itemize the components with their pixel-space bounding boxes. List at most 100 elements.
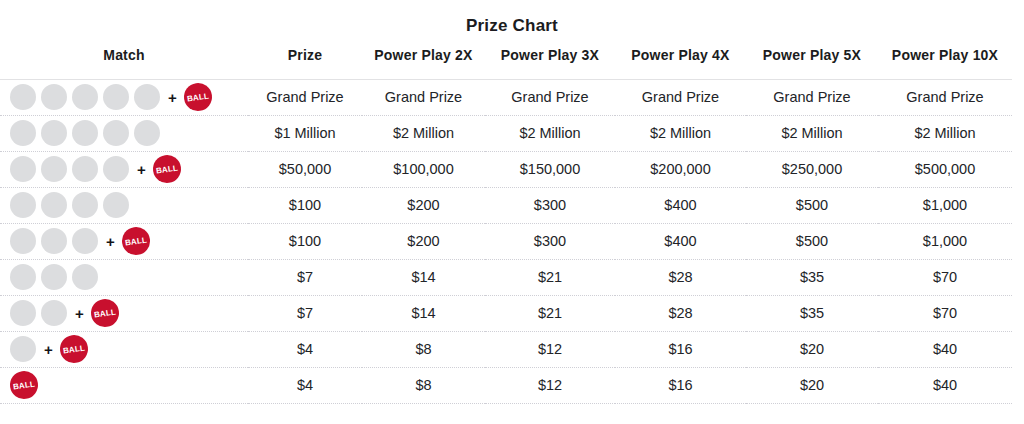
prize-cell: Grand Prize <box>362 79 485 115</box>
prize-cell: $400 <box>615 187 746 223</box>
white-ball-icon <box>72 120 98 146</box>
prize-cell: $20 <box>746 367 878 403</box>
prize-cell: $8 <box>362 331 485 367</box>
column-header-power-play-4x: Power Play 4X <box>615 36 746 79</box>
prize-cell: $4 <box>248 331 362 367</box>
prize-cell: $35 <box>746 295 878 331</box>
prize-table-wrap: MatchPrizePower Play 2XPower Play 3XPowe… <box>0 36 1024 404</box>
prize-cell: $50,000 <box>248 151 362 187</box>
prize-cell: $300 <box>485 223 615 259</box>
prize-cell: $7 <box>248 259 362 295</box>
match-cell <box>0 115 248 151</box>
prize-cell: $14 <box>362 259 485 295</box>
table-row: $1 Million$2 Million$2 Million$2 Million… <box>0 115 1012 151</box>
prize-cell: $500,000 <box>878 151 1012 187</box>
white-ball-icon <box>103 120 129 146</box>
white-ball-icon <box>72 84 98 110</box>
white-ball-icon <box>103 156 129 182</box>
prize-cell: $12 <box>485 367 615 403</box>
prize-cell: $70 <box>878 295 1012 331</box>
white-ball-icon <box>10 300 36 326</box>
match-ball-group <box>10 117 247 150</box>
table-row: +BALL$50,000$100,000$150,000$200,000$250… <box>0 151 1012 187</box>
prize-cell: $500 <box>746 223 878 259</box>
prize-cell: Grand Prize <box>248 79 362 115</box>
prize-cell: $200 <box>362 223 485 259</box>
match-cell: +BALL <box>0 295 248 331</box>
prize-cell: $35 <box>746 259 878 295</box>
white-ball-icon <box>41 84 67 110</box>
prize-cell: $400 <box>615 223 746 259</box>
prize-cell: Grand Prize <box>746 79 878 115</box>
plus-sign: + <box>137 161 146 178</box>
white-ball-icon <box>134 120 160 146</box>
white-ball-icon <box>10 228 36 254</box>
match-cell: BALL <box>0 367 248 403</box>
column-header-prize: Prize <box>248 36 362 79</box>
table-row: +BALL$100$200$300$400$500$1,000 <box>0 223 1012 259</box>
white-ball-icon <box>10 192 36 218</box>
column-header-power-play-5x: Power Play 5X <box>746 36 878 79</box>
prize-cell: $20 <box>746 331 878 367</box>
match-ball-group: BALL <box>10 369 247 402</box>
table-row: +BALLGrand PrizeGrand PrizeGrand PrizeGr… <box>0 79 1012 115</box>
prize-cell: $40 <box>878 331 1012 367</box>
white-ball-icon <box>10 120 36 146</box>
match-cell <box>0 259 248 295</box>
white-ball-icon <box>41 228 67 254</box>
match-cell: + BALL <box>0 151 248 187</box>
prize-cell: $21 <box>485 295 615 331</box>
prize-cell: Grand Prize <box>485 79 615 115</box>
table-row: BALL$4$8$12$16$20$40 <box>0 367 1012 403</box>
prize-cell: $14 <box>362 295 485 331</box>
table-row: +BALL$7$14$21$28$35$70 <box>0 295 1012 331</box>
powerball-icon: BALL <box>182 81 214 113</box>
white-ball-icon <box>10 84 36 110</box>
prize-chart-section: Prize Chart MatchPrizePower Play 2XPower… <box>0 15 1024 424</box>
prize-cell: $8 <box>362 367 485 403</box>
match-ball-group: +BALL <box>10 333 247 366</box>
prize-cell: $7 <box>248 295 362 331</box>
prize-cell: $200,000 <box>615 151 746 187</box>
prize-cell: $4 <box>248 367 362 403</box>
table-row: +BALL$4$8$12$16$20$40 <box>0 331 1012 367</box>
prize-cell: $500 <box>746 187 878 223</box>
match-ball-group <box>10 261 247 294</box>
white-ball-icon <box>72 264 98 290</box>
header-row: MatchPrizePower Play 2XPower Play 3XPowe… <box>0 36 1012 79</box>
table-row: $100$200$300$400$500$1,000 <box>0 187 1012 223</box>
prize-cell: $40 <box>878 367 1012 403</box>
plus-sign: + <box>75 305 84 322</box>
prize-cell: $16 <box>615 331 746 367</box>
prize-cell: $2 Million <box>615 115 746 151</box>
prize-cell: $2 Million <box>362 115 485 151</box>
prize-cell: $300 <box>485 187 615 223</box>
white-ball-icon <box>72 192 98 218</box>
prize-table: MatchPrizePower Play 2XPower Play 3XPowe… <box>0 36 1012 404</box>
column-header-match: Match <box>0 36 248 79</box>
prize-cell: $100 <box>248 223 362 259</box>
match-ball-group: +BALL <box>10 297 247 330</box>
prize-cell: $2 Million <box>878 115 1012 151</box>
prize-cell: $70 <box>878 259 1012 295</box>
powerball-icon: BALL <box>8 369 40 401</box>
prize-cell: Grand Prize <box>615 79 746 115</box>
white-ball-icon <box>41 120 67 146</box>
match-cell: + BALL <box>0 79 248 115</box>
match-cell <box>0 187 248 223</box>
plus-sign: + <box>168 89 177 106</box>
white-ball-icon <box>72 156 98 182</box>
white-ball-icon <box>103 192 129 218</box>
column-header-power-play-2x: Power Play 2X <box>362 36 485 79</box>
white-ball-icon <box>134 84 160 110</box>
prize-cell: Grand Prize <box>878 79 1012 115</box>
prize-cell: $12 <box>485 331 615 367</box>
powerball-icon: BALL <box>151 153 183 185</box>
match-ball-group <box>10 189 247 222</box>
match-ball-group: + BALL <box>10 153 247 186</box>
match-cell: +BALL <box>0 331 248 367</box>
powerball-icon: BALL <box>120 225 152 257</box>
white-ball-icon <box>41 192 67 218</box>
match-cell: +BALL <box>0 223 248 259</box>
column-header-power-play-3x: Power Play 3X <box>485 36 615 79</box>
